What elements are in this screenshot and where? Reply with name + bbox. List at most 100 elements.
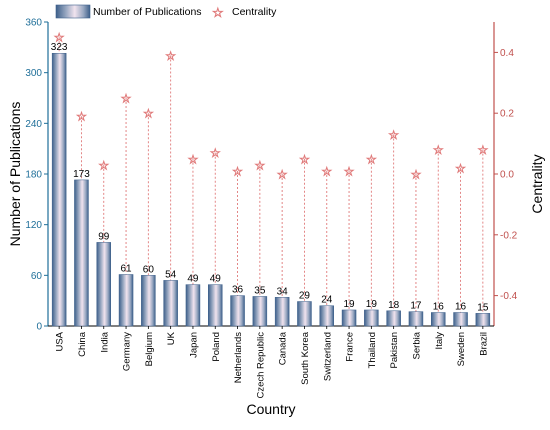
bar-value-label: 54 [165, 269, 177, 280]
centrality-marker: ☆ [210, 146, 221, 160]
bar [230, 295, 245, 327]
centrality-marker: ☆ [411, 168, 422, 182]
bar-value-label: 18 [388, 300, 400, 311]
centrality-marker: ☆ [254, 158, 265, 172]
category-label: Netherlands [233, 332, 244, 383]
centrality-marker: ☆ [165, 49, 176, 63]
bar [475, 313, 491, 327]
bar-value-label: 34 [277, 286, 289, 297]
category-label: Belgium [144, 332, 155, 366]
y2-axis-title: Centrality [529, 154, 545, 213]
category-label: Germany [122, 332, 133, 371]
left-tick-label: 60 [31, 271, 43, 282]
category-label: Sweden [456, 332, 467, 366]
left-ticks: 0 60 120 180 240 300 360 [25, 18, 48, 333]
legend-label-publications: Number of Publications [93, 6, 202, 18]
bar-value-label: 16 [455, 301, 467, 312]
y-axis-title: Number of Publications [7, 102, 23, 247]
bar-value-label: 29 [299, 291, 311, 302]
bar-value-label: 19 [366, 299, 378, 310]
bar [118, 274, 134, 327]
category-label: USA [55, 331, 66, 351]
bar [364, 309, 379, 327]
centrality-marker: ☆ [299, 152, 310, 166]
bar [341, 309, 357, 327]
category-label: Brazil [478, 332, 489, 356]
centrality-marker: ☆ [76, 110, 87, 124]
bar-value-label: 323 [51, 42, 68, 53]
bar-value-label: 36 [232, 285, 244, 296]
bar-value-label: 49 [187, 274, 199, 285]
bar-value-label: 60 [143, 264, 155, 275]
centrality-marker: ☆ [232, 164, 243, 178]
centrality-marker: ☆ [344, 164, 355, 178]
left-tick-label: 180 [25, 170, 42, 181]
bar [51, 52, 67, 327]
right-tick-label: 0.0 [500, 170, 514, 181]
category-label: Serbia [411, 331, 422, 359]
bar-value-label: 61 [120, 263, 132, 274]
centrality-marker: ☆ [366, 152, 377, 166]
bar [453, 312, 468, 327]
bar [297, 301, 312, 327]
bar-value-label: 99 [98, 231, 110, 242]
centrality-marker: ☆ [277, 168, 288, 182]
left-tick-label: 300 [25, 68, 42, 79]
legend-label-centrality: Centrality [232, 6, 277, 18]
category-label: Japan [188, 332, 199, 358]
bar [431, 312, 446, 327]
bar [74, 179, 89, 327]
legend-star-icon: ☆ [212, 6, 224, 21]
bar [274, 297, 290, 327]
bar [141, 275, 156, 327]
legend: Number of Publications ☆ Centrality [55, 4, 277, 21]
bar [163, 280, 178, 327]
centrality-marker: ☆ [388, 128, 399, 142]
centrality-marker: ☆ [477, 143, 488, 157]
bar [408, 311, 424, 327]
category-label: Poland [211, 332, 222, 362]
category-labels: USA China India Germany Belgium UK Japan Poland… [55, 326, 489, 399]
bar [96, 242, 111, 327]
bar-value-label: 173 [73, 169, 90, 180]
category-label: China [77, 331, 88, 357]
category-label: UK [166, 331, 177, 345]
left-tick-label: 0 [36, 322, 42, 333]
bar [319, 305, 334, 327]
bar [252, 296, 268, 327]
category-label: South Korea [300, 331, 311, 385]
bar-value-label: 15 [477, 302, 489, 313]
category-label: Pakistan [389, 332, 400, 368]
centrality-marker: ☆ [54, 31, 65, 45]
left-tick-label: 120 [25, 220, 42, 231]
right-tick-label: -0.2 [500, 230, 518, 241]
bar [208, 284, 223, 327]
centrality-marker: ☆ [433, 143, 444, 157]
category-label: Italy [434, 332, 445, 350]
centrality-marker: ☆ [98, 158, 109, 172]
category-label: Czech Republic [255, 332, 266, 399]
left-tick-label: 360 [25, 18, 42, 29]
bar-value-label: 16 [433, 301, 445, 312]
centrality-marker: ☆ [188, 152, 199, 166]
legend-bar-swatch [55, 4, 91, 19]
category-label: Switzerland [322, 332, 333, 381]
bar [185, 284, 201, 327]
left-tick-label: 240 [25, 119, 42, 130]
right-ticks: -0.4 -0.2 0.0 0.2 0.4 [494, 48, 518, 302]
right-tick-label: 0.4 [500, 48, 514, 59]
bar-value-label: 19 [343, 299, 355, 310]
bars [51, 52, 491, 327]
bar-value-label: 24 [321, 295, 333, 306]
centrality-markers: ☆ ☆ ☆ ☆ ☆ ☆ ☆ ☆ ☆ ☆ ☆ ☆ ☆ ☆ ☆ ☆ ☆ ☆ ☆ ☆ [53, 30, 488, 182]
centrality-marker: ☆ [143, 107, 154, 121]
x-axis-title: Country [246, 401, 295, 417]
category-label: Thailand [367, 332, 378, 368]
centrality-marker: ☆ [455, 161, 466, 175]
right-tick-label: -0.4 [500, 291, 518, 302]
value-labels: 323 173 99 61 60 54 49 49 36 35 34 29 24 19 19 18 17 16 16… [51, 42, 489, 313]
centrality-marker: ☆ [121, 92, 132, 106]
category-label: France [345, 332, 356, 362]
bar-value-label: 35 [254, 285, 266, 296]
